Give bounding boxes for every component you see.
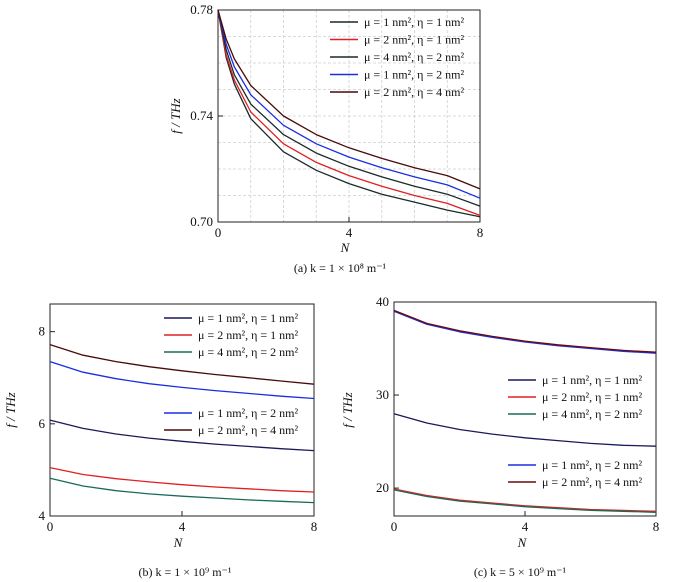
legend-label: μ = 2 nm², η = 1 nm² [542, 390, 643, 404]
series-line-3 [49, 477, 315, 504]
series-line-5 [393, 309, 657, 353]
y-tick-label: 0.70 [190, 214, 213, 229]
x-tick-label: 8 [311, 519, 318, 534]
y-tick-label: 20 [376, 480, 389, 495]
x-tick-label: 4 [179, 519, 186, 534]
series-line-3 [217, 9, 481, 207]
legend-label: μ = 1 nm², η = 1 nm² [542, 373, 643, 387]
y-tick-label: 0.78 [190, 2, 213, 17]
y-tick-label: 8 [39, 324, 46, 339]
x-tick-label: 0 [47, 519, 54, 534]
series-line-2 [393, 488, 657, 512]
x-tick-label: 8 [653, 519, 660, 534]
y-tick-label: 4 [39, 508, 46, 523]
series-line-4 [393, 310, 657, 354]
series-line-2 [217, 9, 481, 217]
series-line-5 [49, 343, 315, 385]
legend-label: μ = 1 nm², η = 2 nm² [198, 406, 299, 420]
series-line-3 [393, 489, 657, 513]
legend-label: μ = 2 nm², η = 4 nm² [198, 423, 299, 437]
chart-panel-1: 0 4 8 0.70 0.74 0.78 Nf / THz μ = 1 nm², η = 1 … [168, 2, 483, 275]
y-tick-label: 30 [376, 387, 389, 402]
panel-caption: (b) k = 1 × 10⁹ m⁻¹ [139, 565, 232, 579]
legend-label: μ = 4 nm², η = 2 nm² [198, 345, 299, 359]
x-tick-label: 4 [522, 519, 529, 534]
series-line-4 [49, 360, 315, 400]
y-axis-label: f / THz [3, 392, 18, 427]
series-line-1 [393, 413, 657, 447]
x-tick-label: 4 [346, 225, 353, 240]
legend-label: μ = 2 nm², η = 4 nm² [364, 85, 465, 99]
legend-label: μ = 1 nm², η = 1 nm² [198, 311, 299, 325]
y-axis-label: f / THz [168, 98, 183, 133]
x-tick-label: 0 [391, 519, 398, 534]
series-line-4 [217, 9, 481, 199]
series-line-2 [49, 466, 315, 493]
legend-label: μ = 2 nm², η = 1 nm² [198, 328, 299, 342]
y-axis-label: f / THz [340, 392, 355, 427]
x-axis-label: N [517, 535, 528, 550]
series-line-1 [49, 419, 315, 452]
legend-label: μ = 2 nm², η = 1 nm² [364, 33, 465, 47]
legend-label: μ = 1 nm², η = 2 nm² [364, 68, 465, 82]
legend-label: μ = 1 nm², η = 2 nm² [542, 458, 643, 472]
chart-panel-3: 0 4 8 20 30 40 Nf / THz μ = 1 nm², η = 1 nm² μ =… [340, 294, 659, 579]
y-tick-label: 40 [376, 294, 389, 309]
legend-label: μ = 1 nm², η = 1 nm² [364, 15, 465, 29]
panel-caption: (a) k = 1 × 10⁸ m⁻¹ [294, 261, 387, 275]
series-line-1 [217, 9, 481, 218]
legend-label: μ = 4 nm², η = 2 nm² [542, 407, 643, 421]
y-tick-label: 0.74 [190, 108, 213, 123]
series-line-5 [217, 9, 481, 190]
y-tick-label: 6 [39, 416, 46, 431]
x-tick-label: 8 [477, 225, 484, 240]
x-tick-label: 0 [215, 225, 222, 240]
legend-label: μ = 4 nm², η = 2 nm² [364, 50, 465, 64]
panel-caption: (c) k = 5 × 10⁹ m⁻¹ [474, 565, 567, 579]
x-axis-label: N [173, 535, 184, 550]
legend-label: μ = 2 nm², η = 4 nm² [542, 475, 643, 489]
x-axis-label: N [340, 240, 351, 255]
